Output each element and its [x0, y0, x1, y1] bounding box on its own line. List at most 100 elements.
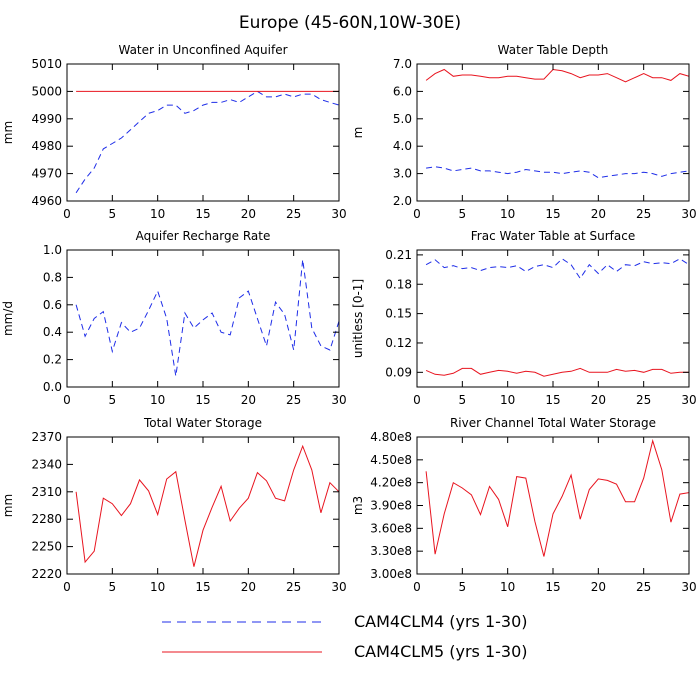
x-tick-label: 0 [413, 580, 421, 594]
panel-title: River Channel Total Water Storage [450, 416, 656, 430]
panel-2: 0 5 10 15 20 25 30 2.0 3.0 4.0 5.0 6.0 7.0 Water Tabl… [351, 43, 697, 221]
x-tick-label: 0 [63, 393, 71, 407]
y-tick-label: 5.0 [393, 112, 412, 126]
plot-frame [66, 249, 340, 388]
plot-frame [416, 249, 690, 388]
panel-title: Water Table Depth [498, 43, 609, 57]
x-tick-label: 30 [681, 207, 696, 221]
x-tick-label: 20 [591, 580, 606, 594]
x-tick-label: 10 [150, 580, 165, 594]
x-tick-label: 5 [459, 393, 467, 407]
y-tick-label: 7.0 [393, 57, 412, 71]
series-line-clm4 [425, 258, 689, 280]
panel-1: 0 5 10 15 20 25 30 4960 4970 4980 4990 5000 5010 Wate… [1, 43, 347, 221]
y-tick-label: 4.20e8 [370, 476, 412, 490]
x-tick-label: 25 [286, 393, 301, 407]
y-tick-label: 2220 [31, 567, 62, 581]
x-tick-label: 5 [109, 207, 117, 221]
series-line-clm5 [425, 68, 689, 83]
y-axis-label: mm [1, 494, 15, 517]
series-line-clm4 [75, 259, 339, 377]
panel-title: Total Water Storage [143, 416, 262, 430]
y-tick-label: 4980 [31, 139, 62, 153]
main-title: Europe (45-60N,10W-30E) [239, 13, 461, 33]
y-tick-label: 4.0 [393, 139, 412, 153]
x-tick-label: 10 [500, 580, 515, 594]
panel-5: 0 5 10 15 20 25 30 2220 2250 2280 2310 2340 2370 Tota… [1, 416, 347, 594]
x-tick-label: 20 [591, 207, 606, 221]
x-tick-label: 25 [636, 580, 651, 594]
x-tick-label: 25 [286, 580, 301, 594]
y-axis-label: m [351, 127, 365, 139]
x-tick-label: 5 [459, 207, 467, 221]
legend-label-clm4: CAM4CLM4 (yrs 1-30) [354, 612, 528, 631]
y-tick-label: 4970 [31, 167, 62, 181]
x-tick-label: 30 [681, 580, 696, 594]
x-tick-label: 10 [500, 207, 515, 221]
panel-3: 0 5 10 15 20 25 30 0.0 0.2 0.4 0.6 0.8 1.0 Aquifer Re… [1, 229, 347, 407]
x-tick-label: 25 [286, 207, 301, 221]
x-tick-label: 5 [109, 393, 117, 407]
x-tick-label: 15 [545, 393, 560, 407]
x-tick-label: 15 [195, 580, 210, 594]
panel-4: 0 5 10 15 20 25 30 0.09 0.12 0.15 0.18 0.21 Frac Wat… [351, 229, 697, 407]
y-tick-label: 6.0 [393, 84, 412, 98]
y-tick-label: 2310 [31, 485, 62, 499]
series-line-clm4 [426, 166, 689, 179]
y-tick-label: 2370 [31, 430, 62, 444]
x-tick-label: 15 [545, 207, 560, 221]
x-tick-label: 15 [195, 393, 210, 407]
y-tick-label: 2250 [31, 540, 62, 554]
y-tick-label: 2280 [31, 512, 62, 526]
x-tick-label: 0 [63, 580, 71, 594]
x-tick-label: 15 [545, 580, 560, 594]
x-tick-label: 10 [500, 393, 515, 407]
y-axis-label: mm [1, 121, 15, 144]
panel-title: Frac Water Table at Surface [471, 229, 635, 243]
panel-6: 0 5 10 15 20 25 30 3.00e8 3.30e8 3.60e8 3.90e8 4.20… [351, 416, 697, 594]
y-tick-label: 0.2 [43, 353, 62, 367]
chart-panels: 0 5 10 15 20 25 30496049704980499050005010Wate… [1, 43, 697, 594]
legend: CAM4CLM4 (yrs 1-30) CAM4CLM5 (yrs 1-30) [162, 612, 528, 661]
x-tick-label: 20 [241, 393, 256, 407]
series-line-clm5 [425, 438, 689, 557]
x-tick-label: 0 [63, 207, 71, 221]
y-tick-label: 0.15 [385, 307, 412, 321]
x-tick-label: 30 [331, 207, 346, 221]
y-tick-label: 0.12 [385, 336, 412, 350]
y-tick-label: 3.60e8 [370, 521, 412, 535]
y-tick-label: 0.18 [385, 277, 412, 291]
x-tick-label: 20 [241, 580, 256, 594]
panel-title: Water in Unconfined Aquifer [118, 43, 287, 57]
y-tick-label: 5000 [31, 84, 62, 98]
x-tick-label: 25 [636, 207, 651, 221]
y-tick-label: 1.0 [43, 243, 62, 257]
y-tick-label: 0.09 [385, 365, 412, 379]
y-tick-label: 4960 [31, 194, 62, 208]
panel-title: Aquifer Recharge Rate [136, 229, 271, 243]
x-tick-label: 0 [413, 393, 421, 407]
y-tick-label: 3.0 [393, 167, 412, 181]
plot-frame [416, 63, 690, 202]
y-tick-label: 0.0 [43, 380, 62, 394]
y-axis-label: m3 [351, 496, 365, 515]
y-tick-label: 3.30e8 [370, 544, 412, 558]
x-tick-label: 0 [413, 207, 421, 221]
legend-label-clm5: CAM4CLM5 (yrs 1-30) [354, 642, 528, 661]
x-tick-label: 25 [636, 393, 651, 407]
y-axis-label: mm/d [1, 301, 15, 336]
y-tick-label: 4.80e8 [370, 430, 412, 444]
x-tick-label: 30 [331, 393, 346, 407]
series-line-clm5 [75, 444, 339, 567]
y-tick-label: 3.90e8 [370, 499, 412, 513]
x-tick-label: 5 [109, 580, 117, 594]
y-tick-label: 0.21 [385, 248, 412, 262]
x-tick-label: 30 [681, 393, 696, 407]
x-tick-label: 20 [241, 207, 256, 221]
series-line-clm4 [75, 90, 339, 194]
y-tick-label: 0.4 [43, 325, 62, 339]
x-tick-label: 30 [331, 580, 346, 594]
x-tick-label: 10 [150, 207, 165, 221]
x-tick-label: 5 [459, 580, 467, 594]
